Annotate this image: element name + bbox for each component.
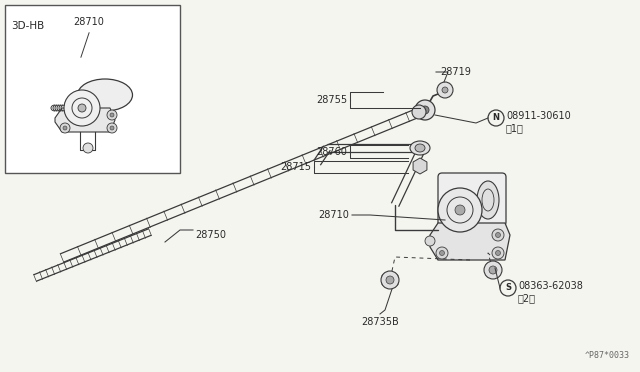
- Text: 08911-30610: 08911-30610: [506, 111, 571, 121]
- Text: 28750: 28750: [195, 230, 226, 240]
- Text: 3D-HB: 3D-HB: [11, 21, 44, 31]
- Text: S: S: [505, 283, 511, 292]
- Ellipse shape: [410, 141, 430, 155]
- Polygon shape: [55, 108, 115, 132]
- Circle shape: [455, 205, 465, 215]
- Circle shape: [386, 276, 394, 284]
- Ellipse shape: [415, 144, 425, 152]
- Circle shape: [107, 110, 117, 120]
- Circle shape: [412, 105, 426, 119]
- Ellipse shape: [477, 181, 499, 219]
- Circle shape: [107, 123, 117, 133]
- Text: 28710: 28710: [318, 210, 349, 220]
- Text: 28760: 28760: [316, 147, 347, 157]
- Circle shape: [492, 229, 504, 241]
- Circle shape: [495, 250, 500, 256]
- Text: 28755: 28755: [316, 95, 347, 105]
- Text: 28719: 28719: [440, 67, 471, 77]
- Circle shape: [421, 106, 429, 114]
- Circle shape: [110, 113, 114, 117]
- Circle shape: [438, 188, 482, 232]
- Circle shape: [63, 126, 67, 130]
- Text: 28715: 28715: [280, 162, 311, 172]
- Circle shape: [415, 100, 435, 120]
- Polygon shape: [430, 223, 510, 260]
- Text: ^P87*0033: ^P87*0033: [585, 351, 630, 360]
- Text: 28710: 28710: [73, 17, 104, 27]
- Circle shape: [425, 236, 435, 246]
- Text: （2）: （2）: [518, 293, 536, 303]
- Circle shape: [381, 271, 399, 289]
- Circle shape: [440, 250, 445, 256]
- Circle shape: [110, 126, 114, 130]
- FancyBboxPatch shape: [438, 173, 506, 226]
- FancyBboxPatch shape: [382, 275, 398, 285]
- Text: N: N: [493, 113, 499, 122]
- Circle shape: [437, 82, 453, 98]
- Text: 28735B: 28735B: [361, 317, 399, 327]
- Circle shape: [60, 123, 70, 133]
- Circle shape: [484, 261, 502, 279]
- Text: （1）: （1）: [506, 123, 524, 133]
- Circle shape: [83, 143, 93, 153]
- Circle shape: [436, 247, 448, 259]
- Ellipse shape: [77, 79, 132, 111]
- Bar: [5, 5, 180, 173]
- Circle shape: [495, 232, 500, 237]
- Circle shape: [492, 247, 504, 259]
- Circle shape: [442, 87, 448, 93]
- Polygon shape: [413, 158, 427, 174]
- Text: 08363-62038: 08363-62038: [518, 281, 583, 291]
- Circle shape: [489, 266, 497, 274]
- Circle shape: [64, 90, 100, 126]
- Circle shape: [78, 104, 86, 112]
